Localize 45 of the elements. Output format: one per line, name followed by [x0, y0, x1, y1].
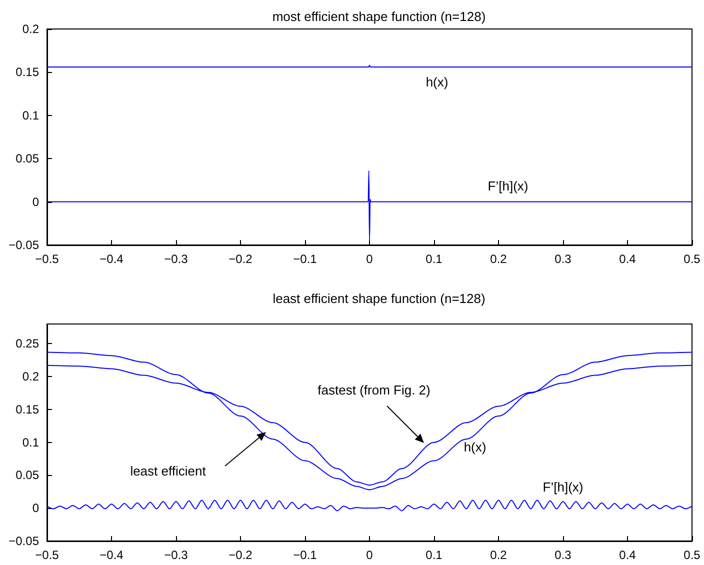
chart-title: least efficient shape function (n=128) [272, 291, 486, 306]
annotation: h(x) [426, 74, 448, 90]
x-tick-label: 0.3 [554, 252, 572, 266]
annotation: least efficient [130, 464, 206, 478]
annotation: h(x) [464, 440, 486, 454]
y-tick-label: 0.1 [22, 435, 40, 450]
x-tick-label: −0.3 [164, 548, 188, 562]
chart-title: most efficient shape function (n=128) [272, 9, 486, 24]
annotation: F’[h](x) [488, 178, 528, 194]
x-tick-label: −0.2 [228, 548, 253, 562]
y-tick-label: 0.2 [22, 370, 40, 384]
x-tick-label: −0.2 [228, 252, 253, 266]
annotation: fastest (from Fig. 2) [318, 382, 430, 398]
x-tick-label: −0.3 [164, 252, 188, 266]
y-tick-label: −0.05 [8, 534, 40, 548]
x-tick-label: 0.1 [426, 252, 443, 266]
y-tick-label: 0.05 [16, 468, 40, 482]
y-tick-label: 0.15 [16, 65, 40, 80]
x-tick-label: 0 [366, 252, 374, 266]
y-tick-label: 0.2 [22, 22, 40, 36]
y-tick-label: 0.25 [16, 336, 40, 351]
x-tick-label: −0.5 [35, 548, 60, 562]
x-tick-label: 0.1 [426, 548, 443, 562]
x-tick-label: 0.2 [490, 252, 508, 266]
y-tick-label: 0.05 [16, 152, 40, 166]
y-tick-label: 0 [32, 501, 40, 516]
x-tick-label: 0.4 [619, 548, 636, 562]
x-tick-label: −0.1 [293, 548, 318, 562]
y-tick-label: 0.15 [16, 402, 40, 416]
line-series [46, 500, 692, 512]
x-tick-label: 0.5 [684, 548, 701, 562]
y-tick-label: 0 [32, 194, 40, 209]
x-tick-label: 0.2 [490, 548, 508, 562]
y-tick-label: 0.1 [22, 108, 40, 122]
y-tick-label: −0.05 [8, 238, 40, 252]
x-tick-label: −0.4 [100, 548, 124, 562]
x-tick-label: 0.4 [619, 252, 636, 266]
x-tick-label: 0 [366, 548, 374, 562]
x-tick-label: 0.5 [684, 252, 701, 266]
x-tick-label: 0.3 [554, 548, 572, 562]
x-tick-label: −0.5 [35, 252, 60, 266]
x-tick-label: −0.4 [100, 252, 124, 266]
x-tick-label: −0.1 [293, 252, 318, 266]
line-series [46, 170, 692, 242]
annotation: F’[h](x) [542, 480, 584, 494]
